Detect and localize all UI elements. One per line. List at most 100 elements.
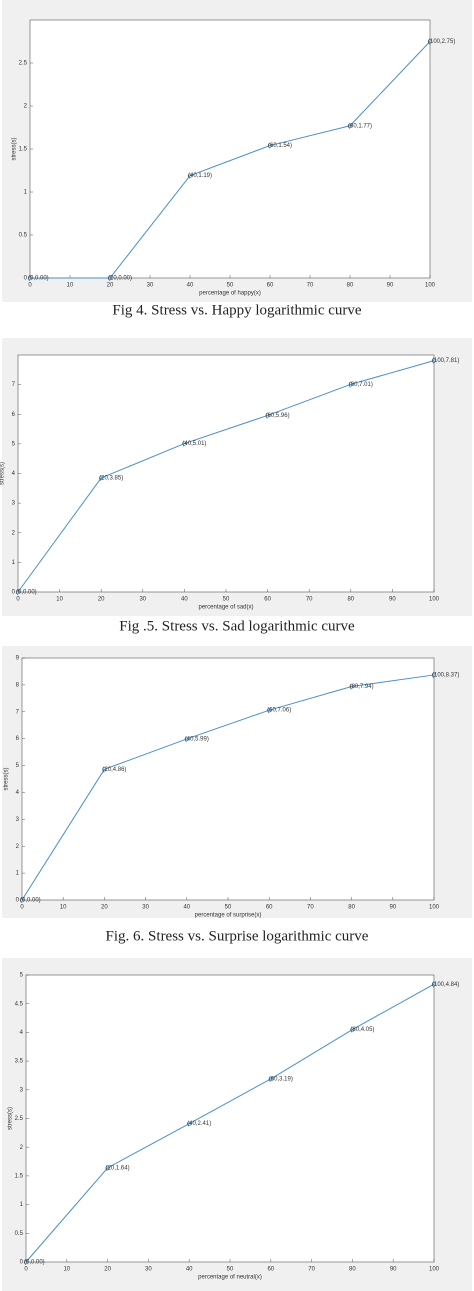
point-marker [186, 1121, 192, 1126]
data-label: (20,3.85) [99, 476, 123, 482]
x-tick-label: 100 [429, 597, 440, 603]
data-label: (80,4.05) [350, 1027, 374, 1033]
data-label: (20,0.00) [108, 276, 132, 282]
x-tick-label: 70 [306, 597, 313, 603]
x-tick-label: 0 [28, 283, 32, 289]
point-marker [105, 1165, 110, 1171]
x-tick-label: 60 [267, 1267, 274, 1273]
point-marker [427, 39, 433, 44]
x-tick-label: 30 [139, 597, 146, 603]
series-line [17, 360, 435, 593]
data-label: (100,7.81) [432, 358, 459, 364]
x-tick-label: 70 [308, 1267, 315, 1273]
y-tick-label: 6 [16, 736, 20, 742]
point-marker [267, 707, 272, 713]
x-tick-label: 50 [223, 597, 230, 603]
data-label: (100,2.75) [428, 39, 455, 45]
plot-area [17, 354, 435, 593]
y-tick-label: 4.5 [15, 1001, 24, 1007]
x-tick-label: 30 [147, 283, 154, 289]
y-tick-label: 4 [12, 471, 16, 477]
point-marker [98, 475, 104, 481]
y-tick-label: 5 [12, 441, 16, 447]
caption: Fig 4. Stress vs. Happy logarithmic curv… [112, 302, 361, 318]
data-label: (80,1.77) [348, 123, 372, 129]
x-tick-label: 90 [389, 905, 396, 911]
point-marker [431, 358, 437, 363]
point-marker [102, 767, 107, 772]
data-label: (60,7.06) [267, 708, 291, 714]
data-label: (80,7.94) [350, 684, 374, 690]
data-label: (40,1.19) [188, 173, 212, 179]
point-marker [347, 123, 353, 128]
x-tick-label: 70 [307, 905, 314, 911]
y-tick-label: 3 [20, 1087, 24, 1093]
x-tick-label: 100 [429, 905, 440, 911]
data-label: (60,3.19) [269, 1076, 293, 1082]
data-label: (40,5.99) [185, 737, 209, 743]
data-label: (40,5.01) [182, 441, 206, 447]
x-tick-label: 40 [187, 283, 194, 289]
x-tick-label: 90 [389, 597, 396, 603]
x-tick-label: 50 [227, 1267, 234, 1273]
data-label: (20,1.64) [106, 1165, 130, 1171]
x-axis-label: percentage of happy(x) [199, 291, 261, 297]
x-tick-label: 10 [60, 905, 67, 911]
x-axis-label: percentage of sad(x) [198, 605, 253, 611]
point-marker [187, 173, 193, 178]
data-label: (100,8.37) [432, 673, 459, 679]
y-axis-label: stress(s) [0, 462, 6, 485]
data-label: (60,5.96) [266, 413, 290, 419]
data-label: (60,1.54) [268, 143, 292, 149]
y-tick-label: 1 [12, 560, 16, 566]
x-tick-label: 10 [56, 597, 63, 603]
y-tick-label: 3.5 [15, 1059, 24, 1065]
caption: Fig. 6. Stress vs. Surprise logarithmic … [106, 928, 369, 944]
y-axis-label: stress(s) [4, 768, 10, 791]
x-tick-label: 10 [63, 1267, 70, 1273]
y-tick-label: 1.5 [15, 1173, 24, 1179]
data-label: (80,7.01) [349, 382, 373, 388]
y-tick-label: 5 [20, 973, 24, 979]
data-label: (0,0.00) [28, 276, 49, 282]
plot-area [29, 19, 431, 279]
x-tick-label: 80 [347, 597, 354, 603]
data-label: (0,0.00) [24, 1260, 45, 1266]
series-line [25, 983, 435, 1263]
x-axis-label: percentage of surprise(x) [195, 913, 262, 919]
x-tick-label: 80 [349, 1267, 356, 1273]
data-label: (20,4.86) [102, 767, 126, 773]
x-tick-label: 90 [387, 283, 394, 289]
x-tick-label: 0 [24, 1267, 28, 1273]
x-tick-label: 80 [348, 905, 355, 911]
y-tick-label: 2.5 [15, 1116, 24, 1122]
x-tick-label: 90 [390, 1267, 397, 1273]
x-tick-label: 40 [186, 1267, 193, 1273]
point-marker [19, 897, 25, 903]
x-tick-label: 50 [227, 283, 234, 289]
x-tick-label: 100 [429, 1267, 440, 1273]
y-tick-label: 2.5 [19, 61, 28, 67]
y-tick-label: 1.5 [19, 147, 28, 153]
point-marker [350, 1027, 355, 1032]
y-tick-label: 5 [16, 763, 20, 769]
y-tick-label: 2 [20, 1145, 24, 1151]
x-tick-label: 0 [20, 905, 24, 911]
point-marker [265, 413, 270, 418]
caption: Fig .5. Stress vs. Sad logarithmic curve [119, 618, 355, 634]
x-axis-label: percentage of neutral(x) [198, 1275, 262, 1281]
y-tick-label: 6 [12, 412, 16, 418]
y-tick-label: 7 [16, 709, 20, 715]
data-label: (40,2.41) [187, 1121, 211, 1127]
plot-area [21, 657, 435, 901]
x-tick-label: 30 [145, 1267, 152, 1273]
y-tick-label: 1 [16, 871, 20, 877]
point-marker [184, 736, 189, 742]
plot-area [25, 974, 435, 1263]
x-tick-label: 50 [225, 905, 232, 911]
point-marker [348, 382, 353, 387]
x-tick-label: 60 [264, 597, 271, 603]
point-marker [431, 981, 437, 987]
y-tick-label: 0 [16, 898, 20, 904]
